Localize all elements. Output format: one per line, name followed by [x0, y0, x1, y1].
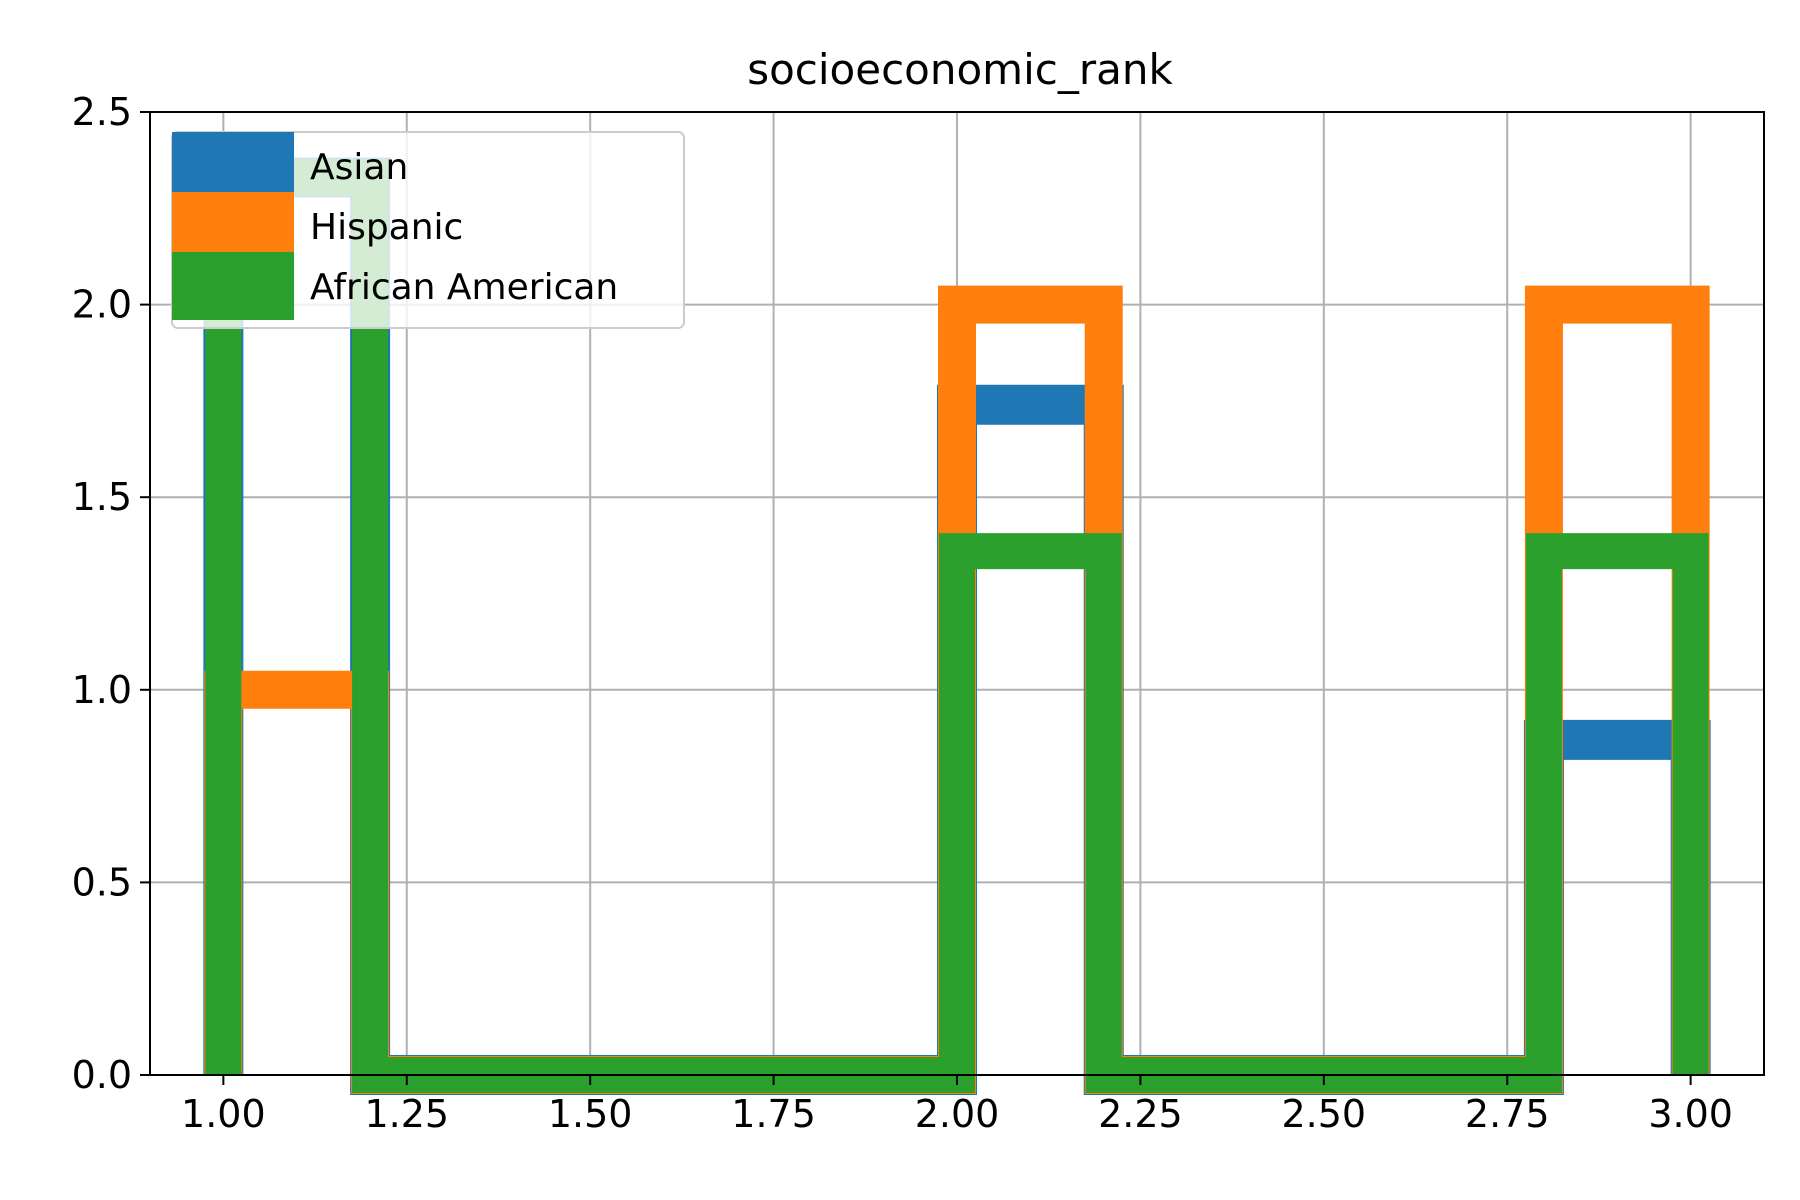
legend-label: Asian [310, 147, 408, 188]
legend-swatch [172, 192, 294, 260]
x-tick-label: 1.00 [181, 1092, 266, 1136]
x-tick-label: 1.50 [548, 1092, 633, 1136]
y-tick-label: 0.0 [72, 1053, 132, 1097]
x-tick-label: 1.25 [364, 1092, 449, 1136]
legend-swatch [172, 132, 294, 200]
y-tick-label: 0.5 [72, 860, 132, 904]
y-axis: 0.0 0.5 1.0 1.5 2.0 2.5 [72, 90, 150, 1097]
x-tick-label: 2.75 [1465, 1092, 1550, 1136]
chart-title: socioeconomic_rank [747, 45, 1173, 94]
legend-label: Hispanic [310, 207, 463, 248]
x-tick-label: 3.00 [1648, 1092, 1733, 1136]
x-axis: 1.00 1.25 1.50 1.75 2.00 2.25 2.50 2.75 3.00 [181, 1075, 1733, 1136]
y-tick-label: 2.5 [72, 90, 132, 134]
legend-swatch [172, 252, 294, 320]
x-tick-label: 2.25 [1098, 1092, 1183, 1136]
legend: Asian Hispanic African American [171, 131, 685, 329]
x-tick-label: 2.00 [915, 1092, 1000, 1136]
y-tick-label: 2.0 [72, 283, 132, 327]
y-tick-label: 1.5 [72, 475, 132, 519]
x-tick-label: 1.75 [731, 1092, 816, 1136]
legend-label: African American [310, 267, 618, 308]
y-tick-label: 1.0 [72, 668, 132, 712]
x-tick-label: 2.50 [1282, 1092, 1367, 1136]
series-african-american-step [205, 159, 1709, 1093]
series-layer [203, 157, 1711, 1095]
